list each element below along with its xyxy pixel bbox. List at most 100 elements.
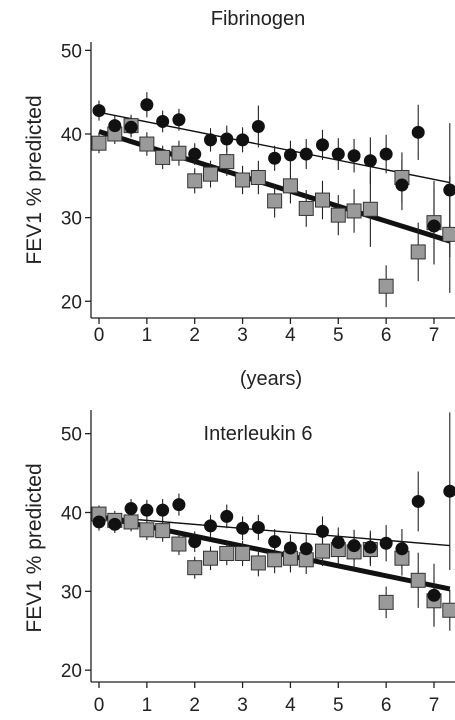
data-point-circle: [283, 541, 297, 555]
data-point-square: [203, 166, 219, 182]
data-point-circle: [92, 515, 106, 529]
data-point-circle: [204, 519, 218, 533]
x-tick-label: 7: [429, 325, 440, 346]
data-point-square: [250, 169, 266, 185]
data-point-circle: [427, 219, 441, 233]
data-point-square: [314, 543, 330, 559]
x-tick-label: 5: [333, 325, 344, 346]
y-tick-label: 20: [61, 661, 82, 682]
data-point-square: [410, 572, 426, 588]
data-point-square: [298, 200, 314, 216]
data-point-circle: [299, 542, 313, 556]
data-point-square: [187, 173, 203, 189]
data-point-square: [378, 594, 394, 610]
data-point-circle: [188, 147, 202, 161]
y-axis-label: FEV1 % predicted: [23, 463, 46, 632]
data-point-circle: [156, 114, 170, 128]
data-point-circle: [172, 113, 186, 127]
x-tick-label: 6: [381, 695, 392, 716]
y-tick-label: 30: [61, 582, 82, 603]
x-tick-label: 7: [429, 695, 440, 716]
data-point-circle: [156, 503, 170, 517]
x-tick-label: 2: [189, 695, 200, 716]
data-point-circle: [331, 535, 345, 549]
x-tick-label: 0: [94, 695, 105, 716]
data-point-square: [330, 207, 346, 223]
data-point-square: [362, 201, 378, 217]
y-tick-label: 30: [61, 209, 82, 230]
data-point-circle: [411, 125, 425, 139]
x-tick-label: 2: [189, 325, 200, 346]
data-point-square: [139, 136, 155, 152]
data-point-square: [171, 145, 187, 161]
x-tick-label: 1: [142, 695, 153, 716]
data-point-square: [250, 555, 266, 571]
data-point-circle: [411, 494, 425, 508]
data-point-square: [187, 560, 203, 576]
data-point-circle: [443, 183, 455, 197]
data-point-circle: [124, 120, 138, 134]
data-point-circle: [395, 542, 409, 556]
x-tick-label: 1: [142, 325, 153, 346]
x-tick-label: 4: [285, 695, 296, 716]
data-point-square: [410, 244, 426, 260]
x-tick-label: 0: [94, 325, 105, 346]
y-axis-label: FEV1 % predicted: [23, 95, 46, 264]
data-point-circle: [363, 540, 377, 554]
data-point-square: [442, 602, 455, 618]
data-point-square: [203, 550, 219, 566]
data-point-circle: [236, 133, 250, 147]
y-tick-label: 40: [61, 125, 82, 146]
panel-fibrinogen: Fibrinogen FEV1 % predicted (years) 2 0 30…: [23, 8, 455, 390]
x-axis-label: (years): [240, 368, 302, 390]
data-point-square: [442, 226, 455, 242]
data-point-square: [219, 545, 235, 561]
data-point-square: [314, 192, 330, 208]
data-point-circle: [220, 132, 234, 146]
data-point-circle: [251, 520, 265, 534]
plot-area: 20 30 40 50 0 1 2 3 4 5 6 7: [61, 41, 455, 346]
panel-interleukin-6: Interleukin 6 FEV1 % predicted 20 30 40 50 0…: [23, 410, 455, 716]
x-tick-label: 6: [381, 325, 392, 346]
data-point-square: [282, 178, 298, 194]
y-tick-label: 50: [61, 41, 82, 62]
y-tick-label: 40: [61, 503, 82, 524]
y-tick-label: 50: [61, 425, 82, 446]
chart-title: Fibrinogen: [211, 8, 306, 30]
data-point-circle: [315, 138, 329, 152]
data-point-square: [346, 203, 362, 219]
data-point-circle: [379, 147, 393, 161]
data-point-square: [155, 149, 171, 165]
x-tick-label: 3: [237, 325, 248, 346]
data-point-circle: [220, 509, 234, 523]
data-point-square: [235, 545, 251, 561]
data-point-square: [155, 523, 171, 539]
data-point-circle: [140, 98, 154, 112]
data-point-square: [267, 193, 283, 209]
data-point-square: [91, 135, 107, 151]
chart-title: Interleukin 6: [204, 423, 313, 445]
data-point-circle: [188, 535, 202, 549]
data-point-circle: [268, 151, 282, 165]
data-point-circle: [283, 148, 297, 162]
data-point-square: [267, 552, 283, 568]
data-point-circle: [395, 178, 409, 192]
plot-area: 20 30 40 50 0 1 2 3 4 5 6 7: [61, 410, 455, 716]
data-point-circle: [347, 539, 361, 553]
x-tick-label: 5: [333, 695, 344, 716]
data-point-circle: [347, 149, 361, 163]
data-point-square: [235, 172, 251, 188]
data-point-circle: [108, 119, 122, 133]
data-point-circle: [315, 524, 329, 538]
data-point-circle: [443, 484, 455, 498]
x-tick-label: 3: [237, 695, 248, 716]
data-point-circle: [124, 502, 138, 516]
data-point-circle: [236, 521, 250, 535]
data-point-square: [171, 536, 187, 552]
data-point-square: [219, 154, 235, 170]
data-point-square: [139, 522, 155, 538]
data-point-circle: [331, 147, 345, 161]
data-point-circle: [172, 498, 186, 512]
data-point-circle: [108, 517, 122, 531]
